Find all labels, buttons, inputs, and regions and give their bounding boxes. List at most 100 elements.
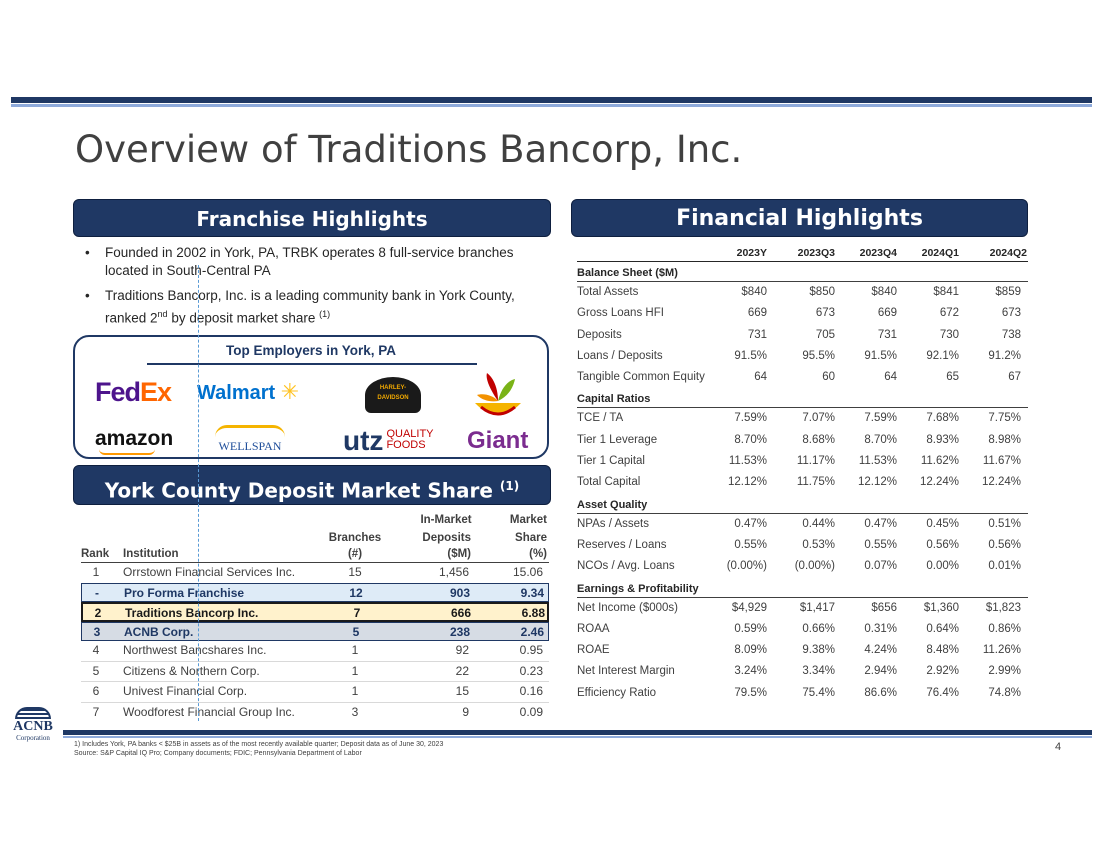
table-cell: 7.07% [802, 412, 835, 425]
table-cell: 0.66% [802, 622, 835, 635]
table-cell: 8.70% [864, 433, 897, 446]
row-label: NPAs / Assets [577, 517, 650, 530]
table-row: 6 Univest Financial Corp. 1 15 0.16 [92, 684, 543, 698]
column-separator [198, 265, 199, 721]
table-cell: 8.68% [802, 433, 835, 446]
table-cell: $4,929 [731, 601, 767, 614]
column-header: 2023Q3 [797, 247, 835, 259]
financial-highlights-table: 2023Y 2023Q3 2023Q4 2024Q1 2024Q2 Balanc… [577, 245, 1028, 704]
table-cell: 0.44% [802, 517, 835, 530]
table-cell: 86.6% [864, 686, 897, 699]
table-cell: 11.17% [796, 455, 835, 468]
table-row-traditions: 2 Traditions Bancorp Inc. 7 666 6.88 [81, 602, 549, 622]
table-cell: $1,417 [799, 601, 835, 614]
table-cell: 4.24% [864, 644, 897, 657]
table-cell: 64 [884, 371, 897, 384]
row-label: Tier 1 Capital [577, 455, 645, 468]
table-cell: $1,360 [923, 601, 959, 614]
row-label: Reserves / Loans [577, 538, 667, 551]
table-cell: 60 [822, 371, 835, 384]
table-cell: (0.00%) [794, 560, 835, 573]
table-cell: 11.62% [920, 455, 959, 468]
bullet-item: • Founded in 2002 in York, PA, TRBK oper… [85, 244, 545, 280]
row-label: ROAA [577, 622, 610, 635]
bank-icon [15, 707, 51, 719]
table-cell: 92.1% [926, 349, 959, 362]
table-cell: 7.75% [988, 412, 1021, 425]
table-cell: 67 [1008, 371, 1021, 384]
bottom-rule [63, 730, 1092, 735]
table-cell: 2.99% [988, 665, 1021, 678]
harley-davidson-logo: HARLEY-DAVIDSON [365, 377, 421, 413]
table-cell: 8.09% [734, 644, 767, 657]
table-cell: 673 [1001, 307, 1021, 320]
fedex-logo: FedEx [95, 377, 172, 407]
bullet-item: • Traditions Bancorp, Inc. is a leading … [85, 287, 545, 328]
table-cell: $656 [871, 601, 897, 614]
table-row: Tangible Common Equity 64 60 64 65 67 [577, 367, 1028, 388]
table-row: NPAs / Assets 0.47% 0.44% 0.47% 0.45% 0.51% [577, 514, 1028, 535]
table-cell: 7.68% [926, 412, 959, 425]
footnote-1: 1) Includes York, PA banks < $25B in ass… [74, 741, 444, 748]
row-label: Deposits [577, 328, 622, 341]
column-header: 2023Q4 [859, 247, 897, 259]
table-row: ROAE 8.09% 9.38% 4.24% 8.48% 11.26% [577, 640, 1028, 661]
column-header: 2023Y [736, 247, 767, 259]
bullet-text: Founded in 2002 in York, PA, TRBK operat… [105, 245, 514, 278]
table-cell: 669 [747, 307, 767, 320]
table-cell: 0.47% [864, 517, 897, 530]
row-label: Total Capital [577, 476, 641, 489]
table-row: NCOs / Avg. Loans (0.00%) (0.00%) 0.07% 0.00… [577, 556, 1028, 577]
table-row: Gross Loans HFI 669 673 669 672 673 [577, 303, 1028, 324]
section-heading: Balance Sheet ($M) [577, 262, 1028, 282]
table-cell: 74.8% [988, 686, 1021, 699]
table-cell: 0.01% [988, 560, 1021, 573]
table-cell: 0.64% [926, 622, 959, 635]
table-cell: 7.59% [864, 412, 897, 425]
franchise-highlights-banner: Franchise Highlights [73, 199, 551, 237]
bottom-rule-accent [63, 736, 1092, 738]
row-divider [81, 660, 549, 662]
table-cell: 12.12% [727, 476, 767, 489]
table-cell: 11.75% [796, 476, 835, 489]
row-label: Total Assets [577, 286, 639, 298]
section-heading: Earnings & Profitability [577, 578, 1028, 598]
table-cell: 0.86% [988, 622, 1021, 635]
employers-title: Top Employers in York, PA [225, 343, 397, 358]
table-cell: 0.56% [926, 538, 959, 551]
footnotes: 1) Includes York, PA banks < $25B in ass… [74, 740, 443, 758]
table-cell: $840 [871, 286, 897, 298]
table-cell: 673 [815, 307, 835, 320]
table-cell: 11.67% [982, 455, 1021, 468]
top-rule-accent [11, 104, 1092, 107]
table-row: Loans / Deposits 91.5% 95.5% 91.5% 92.1% 91.2… [577, 346, 1028, 367]
table-cell: 7.59% [734, 412, 767, 425]
section-heading: Asset Quality [577, 494, 1028, 514]
row-label: Net Interest Margin [577, 665, 675, 678]
table-cell: 0.55% [734, 538, 767, 551]
table-cell: 12.24% [981, 476, 1021, 489]
table-cell: 730 [939, 328, 959, 341]
row-label: Tangible Common Equity [577, 371, 705, 384]
table-cell: 3.34% [802, 665, 835, 678]
table-cell: 672 [939, 307, 959, 320]
table-cell: 8.93% [926, 433, 959, 446]
section-heading: Capital Ratios [577, 388, 1028, 409]
row-divider [81, 701, 549, 703]
row-label: Tier 1 Leverage [577, 433, 658, 446]
table-cell: 65 [946, 371, 959, 384]
table-cell: 0.55% [864, 538, 897, 551]
table-cell: 75.4% [802, 686, 835, 699]
top-rule [11, 97, 1092, 103]
table-row: Deposits 731 705 731 730 738 [577, 325, 1028, 346]
row-label: ROAE [577, 644, 610, 657]
top-employers-panel: Top Employers in York, PA FedEx Walmart … [73, 335, 549, 459]
table-row: Tier 1 Leverage 8.70% 8.68% 8.70% 8.93% 8.98% [577, 430, 1028, 451]
bullet-dot: • [85, 245, 90, 260]
amazon-logo: amazon [95, 427, 173, 455]
table-cell: 0.51% [988, 517, 1021, 530]
table-cell: 3.24% [734, 665, 767, 678]
table-cell: 0.59% [734, 622, 767, 635]
page-number: 4 [1055, 741, 1062, 753]
table-cell: 0.56% [988, 538, 1021, 551]
